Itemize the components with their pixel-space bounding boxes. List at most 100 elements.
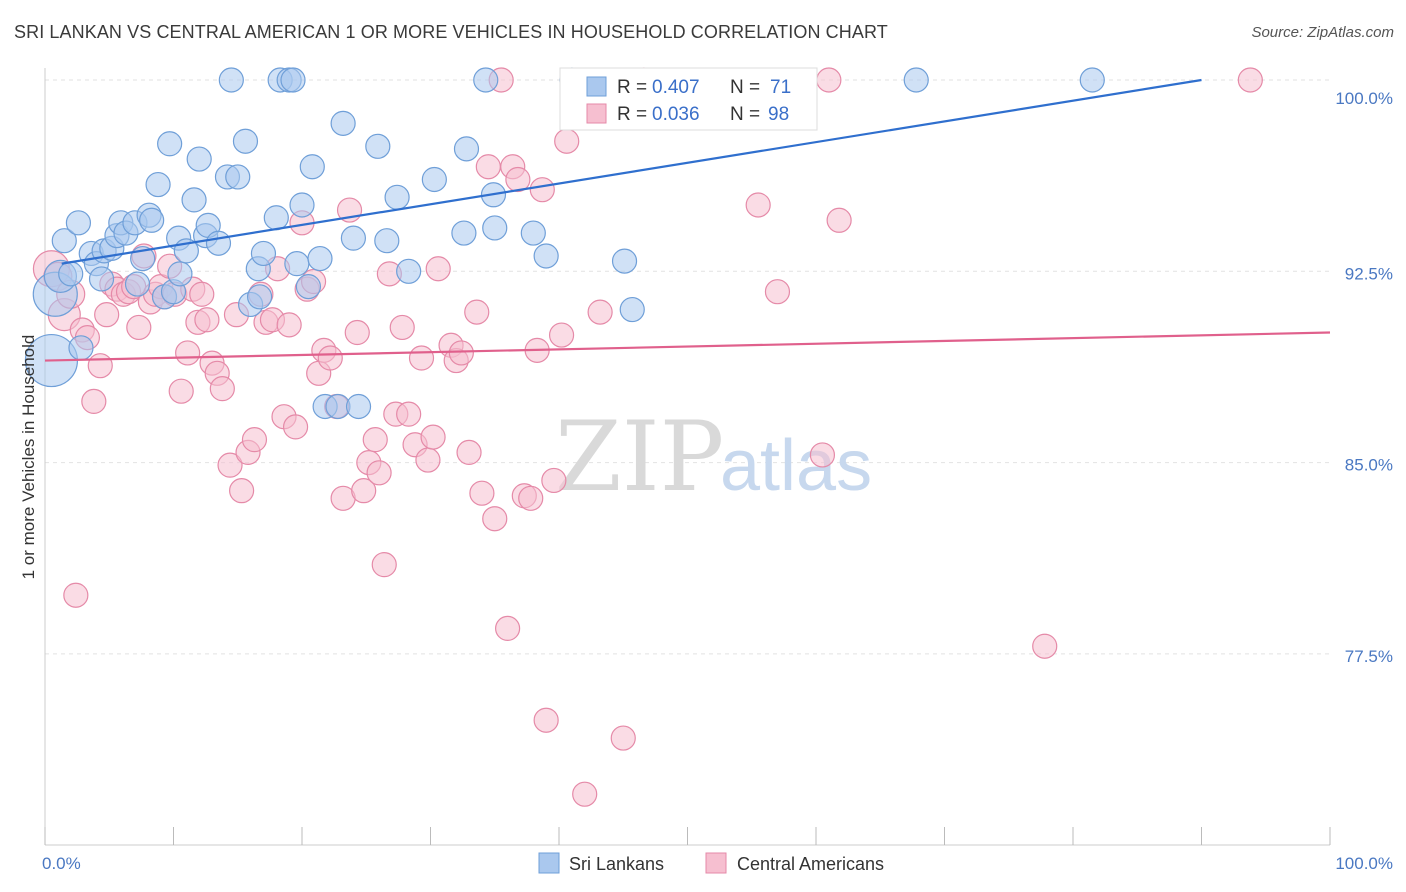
sri-lankan-point xyxy=(124,271,151,297)
central-american-point xyxy=(194,307,220,333)
central-american-point xyxy=(587,299,613,325)
sri-lankan-point xyxy=(1079,67,1105,93)
sri-lankan-point xyxy=(365,133,391,159)
central-american-point xyxy=(610,725,636,751)
central-american-point xyxy=(533,707,559,733)
central-american-point xyxy=(1237,67,1263,93)
central-american-point xyxy=(282,414,309,440)
central-american-point xyxy=(425,256,451,282)
central-american-point xyxy=(415,447,441,473)
central-american-point xyxy=(475,154,501,180)
central-american-point xyxy=(389,314,415,341)
sri-lankan-point xyxy=(232,128,259,154)
legend-r-label-2: R = xyxy=(617,104,647,125)
sri-lankan-point xyxy=(396,258,422,284)
sri-lankan-point xyxy=(145,171,171,198)
central-american-point xyxy=(175,340,201,366)
central-american-point xyxy=(63,582,89,608)
central-american-point xyxy=(464,299,490,325)
legend-n-label-2: N = xyxy=(730,104,760,125)
central-american-point xyxy=(495,615,521,641)
sri-lankan-point xyxy=(263,205,289,231)
central-american-point xyxy=(554,128,580,154)
sri-lankan-point xyxy=(284,251,310,277)
legend-swatch-blue xyxy=(586,76,607,97)
sri-lankan-point xyxy=(289,192,315,218)
sri-lankan-point xyxy=(157,131,183,157)
stats-legend: R = 0.407 N = 71 R = 0.036 N = 98 xyxy=(559,67,818,131)
sri-lankan-point xyxy=(330,110,356,136)
watermark-zip: ZIP xyxy=(555,401,724,513)
central-american-point xyxy=(217,452,243,478)
y-tick-label: 100.0% xyxy=(1335,89,1393,108)
sri-lankan-point xyxy=(345,393,372,420)
central-american-point xyxy=(126,314,152,341)
central-american-point xyxy=(241,427,268,453)
legend-n-value-2: 98 xyxy=(768,104,789,125)
sri-lankan-point xyxy=(482,215,508,241)
central-american-point xyxy=(396,401,422,427)
central-american-point xyxy=(408,345,435,371)
sri-lankan-point xyxy=(374,228,400,254)
central-american-point xyxy=(529,177,555,203)
y-axis-label: 1 or more Vehicles in Household xyxy=(19,335,38,580)
x-tick-label-min: 0.0% xyxy=(42,854,81,873)
central-american-point xyxy=(87,353,113,379)
sri-lankan-point xyxy=(903,67,929,93)
central-american-point xyxy=(371,552,397,578)
sri-lankan-point xyxy=(181,187,207,213)
sri-lankan-point xyxy=(307,245,333,272)
sri-lankan-point xyxy=(68,335,94,361)
sri-lankan-point xyxy=(533,243,559,269)
central-american-point xyxy=(420,424,446,450)
sri-lankan-point xyxy=(218,67,244,93)
legend-r-value-2: 0.036 xyxy=(652,104,700,125)
central-american-point xyxy=(482,506,508,532)
sri-lankan-point xyxy=(295,274,322,300)
sri-lankans-points xyxy=(24,67,1105,420)
sri-lankan-point xyxy=(51,228,77,254)
source-label: Source: ZipAtlas.com xyxy=(1251,24,1394,41)
legend-n-label-1: N = xyxy=(730,77,760,98)
series-legend-label-sri-lankans: Sri Lankans xyxy=(569,854,664,874)
central-american-point xyxy=(518,485,544,511)
sri-lankan-point xyxy=(88,266,115,292)
sri-lankan-point xyxy=(451,220,477,246)
sri-lankan-point xyxy=(340,225,366,251)
sri-lankan-point xyxy=(384,184,410,210)
sri-lankan-point xyxy=(299,154,325,180)
legend-swatch-pink xyxy=(586,103,607,124)
y-tick-labels: 100.0% 92.5% 85.0% 77.5% xyxy=(1335,89,1393,666)
central-american-point xyxy=(317,345,343,371)
central-american-point xyxy=(344,319,370,346)
sri-lankans-trend-line xyxy=(61,78,1202,265)
central-american-point xyxy=(826,207,852,233)
central-american-point xyxy=(764,279,791,305)
central-american-point xyxy=(276,312,302,338)
central-american-point xyxy=(94,302,120,328)
central-american-point xyxy=(505,166,531,193)
sri-lankan-point xyxy=(453,136,480,162)
x-tick-labels: 0.0% 100.0% xyxy=(42,854,1393,873)
sri-lankan-point xyxy=(250,240,277,267)
sri-lankan-point xyxy=(167,261,193,287)
sri-lankan-point xyxy=(139,207,165,233)
central-american-point xyxy=(469,480,495,506)
legend-r-value-1: 0.407 xyxy=(652,77,700,98)
trend-lines xyxy=(44,78,1331,362)
central-american-point xyxy=(351,478,377,504)
central-american-point xyxy=(809,442,836,468)
sri-lankan-point xyxy=(246,284,273,310)
sri-lankan-point xyxy=(225,164,251,190)
sri-lankan-point xyxy=(280,67,306,93)
central-american-point xyxy=(541,467,567,494)
central-american-point xyxy=(81,388,107,414)
central-american-point xyxy=(366,460,392,486)
y-tick-label: 85.0% xyxy=(1345,456,1393,475)
central-american-point xyxy=(168,378,194,404)
sri-lankan-point xyxy=(186,146,212,172)
x-tick-label-max: 100.0% xyxy=(1335,854,1393,873)
axes xyxy=(44,68,1331,846)
y-tick-label: 92.5% xyxy=(1345,264,1393,283)
